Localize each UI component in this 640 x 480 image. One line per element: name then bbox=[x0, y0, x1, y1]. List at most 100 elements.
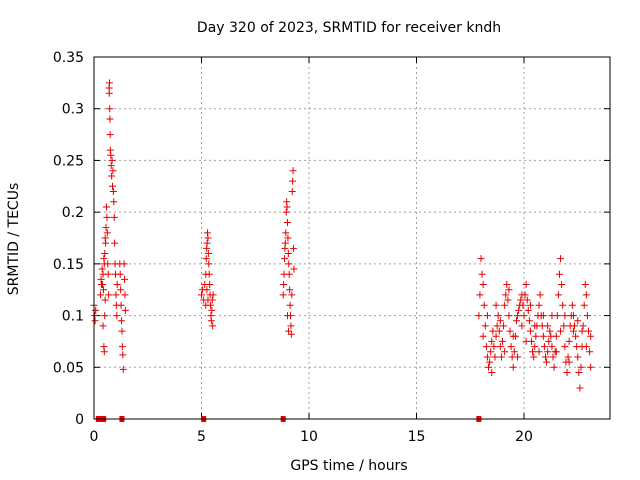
data-point bbox=[100, 348, 108, 356]
data-point bbox=[543, 358, 551, 366]
data-point bbox=[103, 213, 111, 221]
data-point bbox=[497, 353, 505, 361]
data-point bbox=[209, 322, 217, 330]
y-tick-label: 0.25 bbox=[53, 153, 84, 169]
data-point bbox=[535, 348, 543, 356]
data-point bbox=[514, 312, 522, 320]
data-point bbox=[113, 312, 121, 320]
data-point bbox=[121, 275, 129, 283]
data-point bbox=[557, 255, 565, 263]
data-point bbox=[119, 351, 127, 359]
data-point bbox=[577, 363, 585, 371]
data-point bbox=[287, 322, 295, 330]
data-point bbox=[558, 281, 566, 289]
x-tick-label: 5 bbox=[197, 429, 206, 445]
data-point bbox=[477, 255, 485, 263]
data-point bbox=[99, 322, 107, 330]
data-point bbox=[99, 281, 107, 289]
data-point bbox=[479, 281, 487, 289]
data-point bbox=[525, 317, 533, 325]
data-point bbox=[564, 353, 572, 361]
y-tick-label: 0.2 bbox=[62, 205, 84, 221]
data-point bbox=[117, 286, 125, 294]
data-point bbox=[565, 358, 573, 366]
data-point bbox=[587, 332, 595, 340]
data-point bbox=[285, 270, 293, 278]
data-point bbox=[105, 89, 113, 97]
data-point bbox=[496, 343, 504, 351]
data-point bbox=[102, 239, 110, 247]
data-point bbox=[548, 343, 556, 351]
data-point bbox=[561, 343, 569, 351]
y-axis-label: SRMTID / TECUs bbox=[6, 183, 22, 296]
data-point bbox=[501, 301, 509, 309]
data-point bbox=[204, 234, 212, 242]
data-point bbox=[205, 260, 213, 268]
data-point bbox=[209, 291, 217, 299]
data-point bbox=[521, 291, 529, 299]
data-point bbox=[288, 291, 296, 299]
data-point bbox=[204, 250, 212, 258]
data-point bbox=[524, 306, 532, 314]
data-point bbox=[535, 301, 543, 309]
data-point bbox=[203, 286, 211, 294]
data-point bbox=[91, 317, 99, 325]
data-point bbox=[99, 286, 107, 294]
data-point bbox=[581, 281, 589, 289]
data-point bbox=[488, 337, 496, 345]
data-point bbox=[586, 348, 594, 356]
data-point bbox=[549, 353, 557, 361]
data-point bbox=[492, 332, 500, 340]
data-point bbox=[509, 332, 517, 340]
data-point bbox=[110, 198, 118, 206]
data-point bbox=[202, 301, 210, 309]
data-point bbox=[546, 327, 554, 335]
data-point bbox=[118, 343, 126, 351]
data-point bbox=[545, 337, 553, 345]
data-point bbox=[103, 229, 111, 237]
data-point bbox=[101, 250, 109, 258]
data-point bbox=[531, 343, 539, 351]
data-point bbox=[117, 301, 125, 309]
data-point bbox=[98, 265, 106, 273]
data-point bbox=[519, 301, 527, 309]
y-tick-label: 0 bbox=[75, 412, 84, 428]
data-point bbox=[501, 348, 509, 356]
data-point bbox=[106, 105, 114, 113]
data-point bbox=[101, 312, 109, 320]
data-point bbox=[202, 255, 210, 263]
data-point bbox=[539, 312, 547, 320]
data-point bbox=[569, 327, 577, 335]
data-point bbox=[559, 301, 567, 309]
data-point bbox=[106, 115, 114, 123]
data-point bbox=[475, 312, 483, 320]
data-point bbox=[503, 281, 511, 289]
data-point bbox=[478, 270, 486, 278]
data-point bbox=[282, 208, 290, 216]
data-point bbox=[509, 363, 517, 371]
data-point bbox=[504, 296, 512, 304]
data-point bbox=[286, 286, 294, 294]
data-point bbox=[290, 244, 298, 252]
data-point bbox=[121, 291, 129, 299]
y-tick-label: 0.3 bbox=[62, 102, 84, 118]
data-point bbox=[489, 327, 497, 335]
data-point bbox=[500, 322, 508, 330]
data-point bbox=[552, 332, 560, 340]
data-point bbox=[198, 291, 205, 299]
data-point bbox=[523, 296, 531, 304]
data-point bbox=[281, 239, 289, 247]
data-point bbox=[515, 306, 523, 314]
data-point bbox=[536, 291, 544, 299]
data-point bbox=[574, 353, 582, 361]
data-point bbox=[289, 177, 297, 185]
y-tick-label: 0.05 bbox=[53, 360, 84, 376]
data-points bbox=[90, 79, 595, 392]
data-point bbox=[552, 348, 560, 356]
data-point bbox=[587, 363, 595, 371]
grid-lines bbox=[94, 57, 610, 419]
data-point bbox=[101, 296, 109, 304]
data-point bbox=[104, 270, 112, 278]
data-point bbox=[580, 301, 588, 309]
